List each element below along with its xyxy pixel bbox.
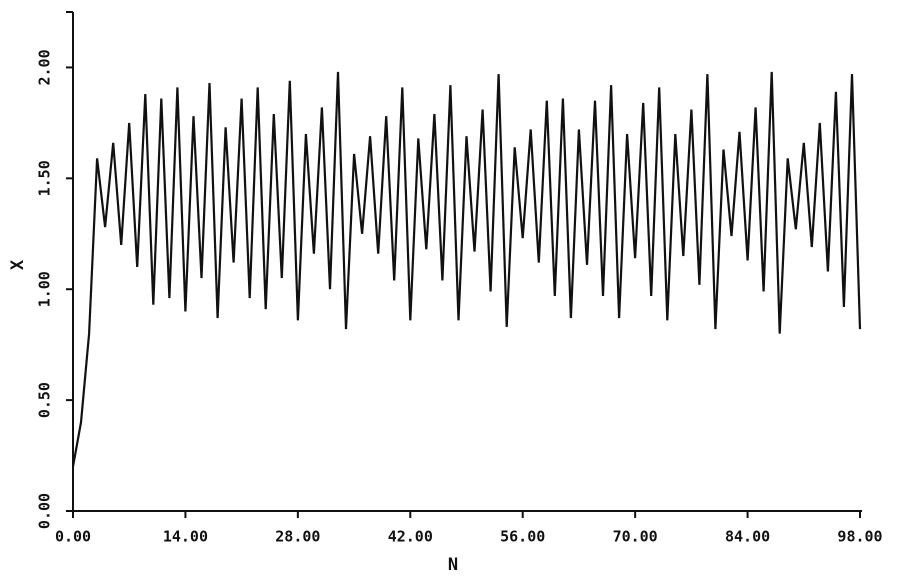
x-tick-label: 98.00 xyxy=(837,528,882,546)
x-tick-label: 28.00 xyxy=(275,528,320,546)
x-tick-label: 14.00 xyxy=(163,528,208,546)
x-tick-label: 42.00 xyxy=(388,528,433,546)
x-tick-label: 0.00 xyxy=(55,528,91,546)
y-tick-label: 0.00 xyxy=(36,493,54,529)
x-tick-label: 84.00 xyxy=(725,528,770,546)
x-tick-label: 56.00 xyxy=(500,528,545,546)
data-line xyxy=(71,71,862,467)
y-tick-label: 0.50 xyxy=(36,382,54,418)
y-tick-label: 2.00 xyxy=(36,49,54,85)
x-axis-label: N xyxy=(448,555,458,575)
y-tick-label: 1.00 xyxy=(36,271,54,307)
x-tick-label: 70.00 xyxy=(613,528,658,546)
y-tick-label: 1.50 xyxy=(36,160,54,196)
y-axis-label: X xyxy=(8,259,28,270)
